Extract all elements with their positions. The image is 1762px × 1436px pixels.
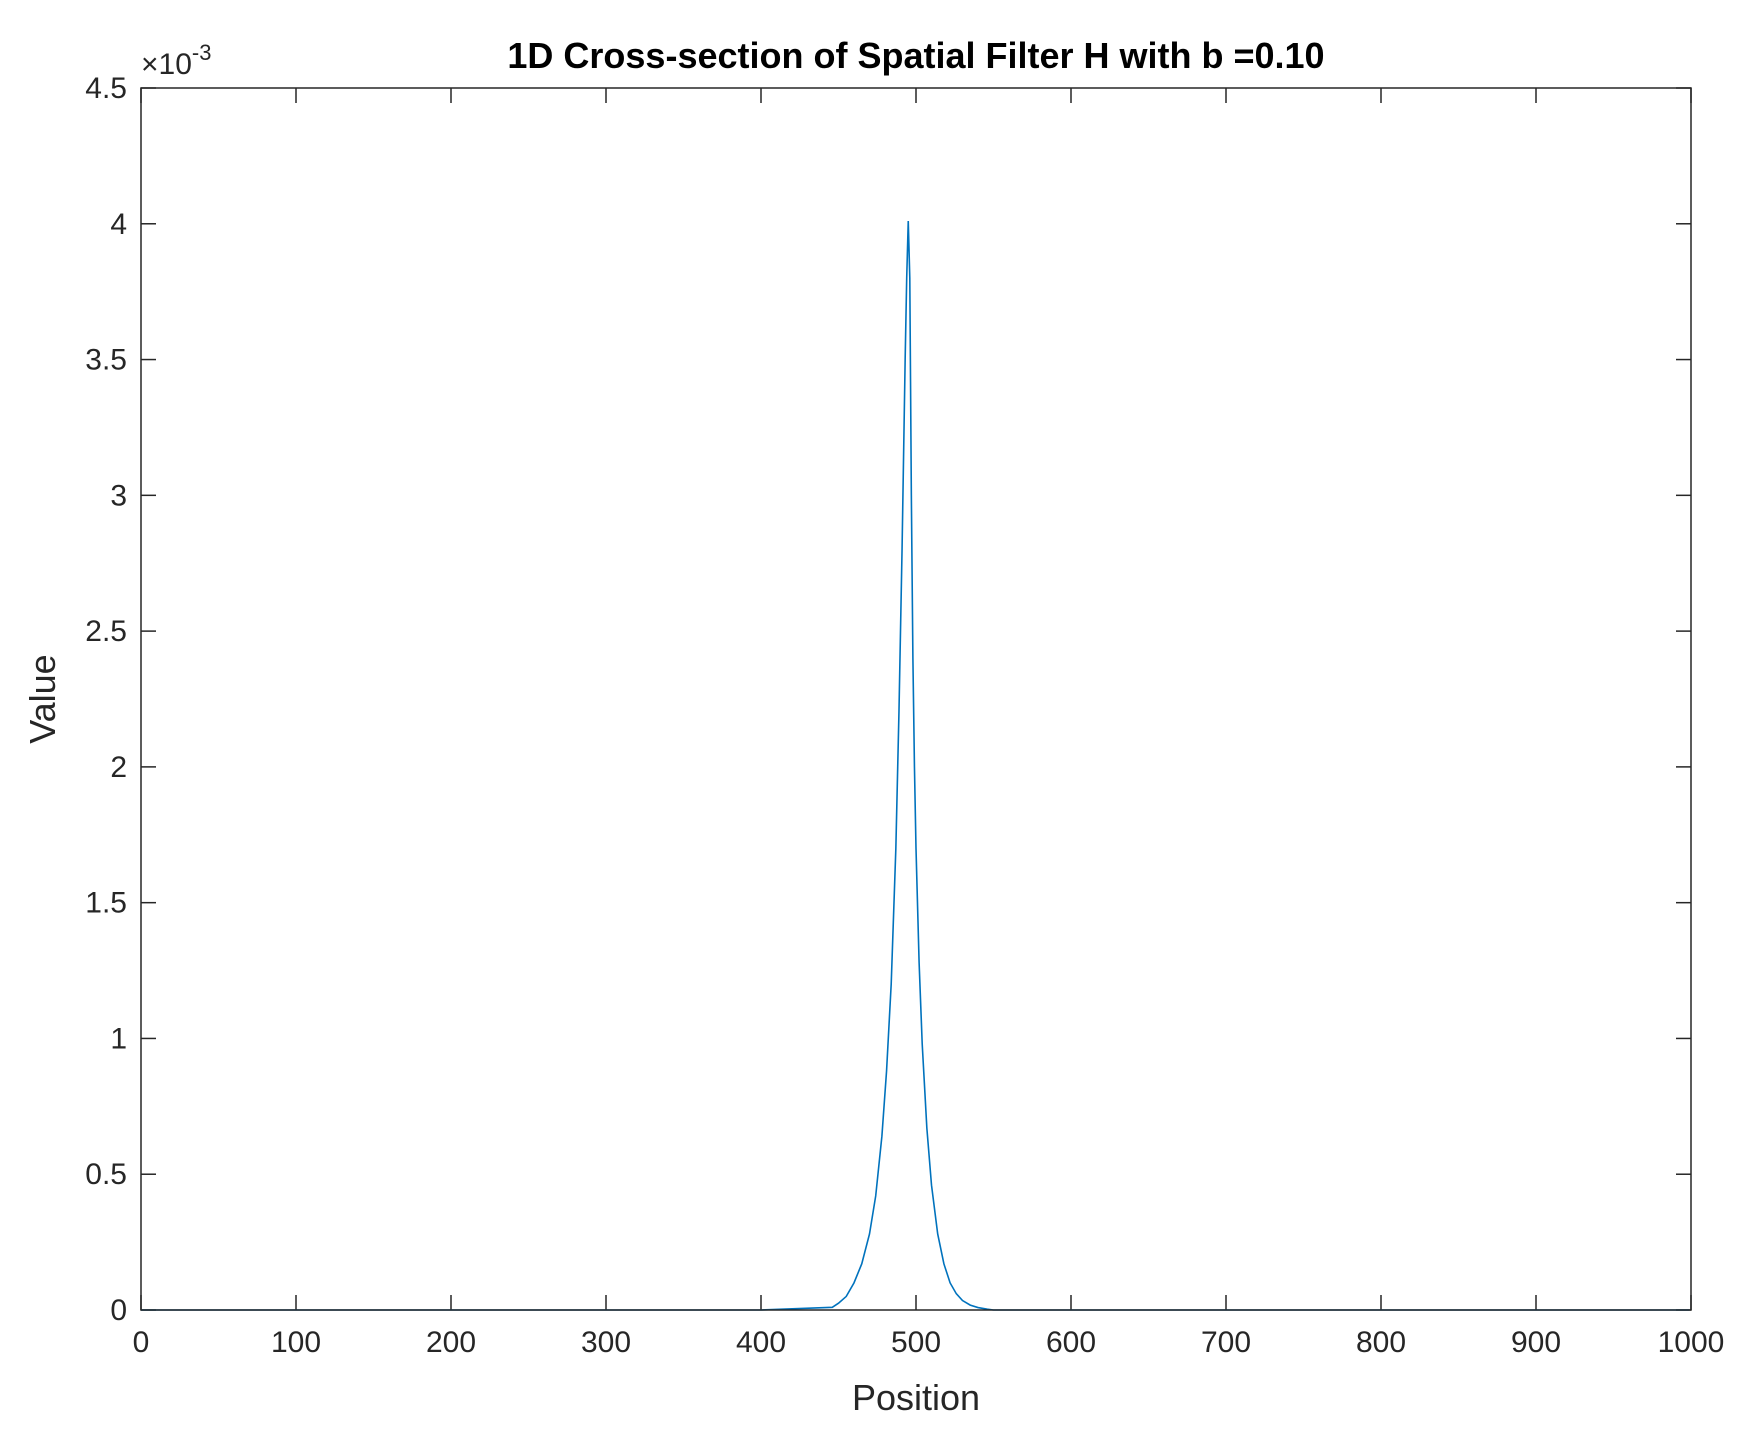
y-multiplier-exponent: -3 — [192, 40, 212, 65]
series-line — [141, 221, 1690, 1311]
x-tick-label: 300 — [581, 1326, 631, 1359]
y-tick-label: 2.5 — [85, 615, 127, 648]
x-tick-label: 400 — [736, 1326, 786, 1359]
y-axis-label: Value — [22, 654, 63, 743]
tick-labels: 0 100 200 300 400 500 600 700 800 900 1000 0 0.5 1 1.5… — [85, 72, 1724, 1359]
y-tick-label: 3 — [110, 479, 127, 512]
x-tick-label: 100 — [271, 1326, 321, 1359]
plot-frame — [140, 87, 1692, 1311]
plot-area — [141, 88, 1691, 1310]
chart-title: 1D Cross-section of Spatial Filter H wit… — [507, 35, 1324, 76]
y-tick-label: 4 — [110, 208, 127, 241]
x-tick-label: 800 — [1356, 1326, 1406, 1359]
x-tick-label: 900 — [1511, 1326, 1561, 1359]
y-multiplier: ×10-3 — [141, 40, 211, 81]
y-multiplier-base: ×10 — [141, 48, 192, 81]
x-axis-label: Position — [852, 1377, 980, 1418]
x-tick-label: 1000 — [1658, 1326, 1725, 1359]
y-tick-label: 1.5 — [85, 887, 127, 920]
y-tick-label: 0 — [110, 1294, 127, 1327]
svg-text:×10-3: ×10-3 — [141, 40, 211, 81]
y-tick-label: 4.5 — [85, 72, 127, 105]
y-tick-label: 2 — [110, 751, 127, 784]
x-tick-label: 600 — [1046, 1326, 1096, 1359]
y-tick-label: 3.5 — [85, 344, 127, 377]
x-tick-label: 0 — [133, 1326, 150, 1359]
y-tick-label: 0.5 — [85, 1158, 127, 1191]
y-tick-label: 1 — [110, 1022, 127, 1055]
x-tick-label: 700 — [1201, 1326, 1251, 1359]
x-tick-label: 200 — [426, 1326, 476, 1359]
x-tick-label: 500 — [891, 1326, 941, 1359]
